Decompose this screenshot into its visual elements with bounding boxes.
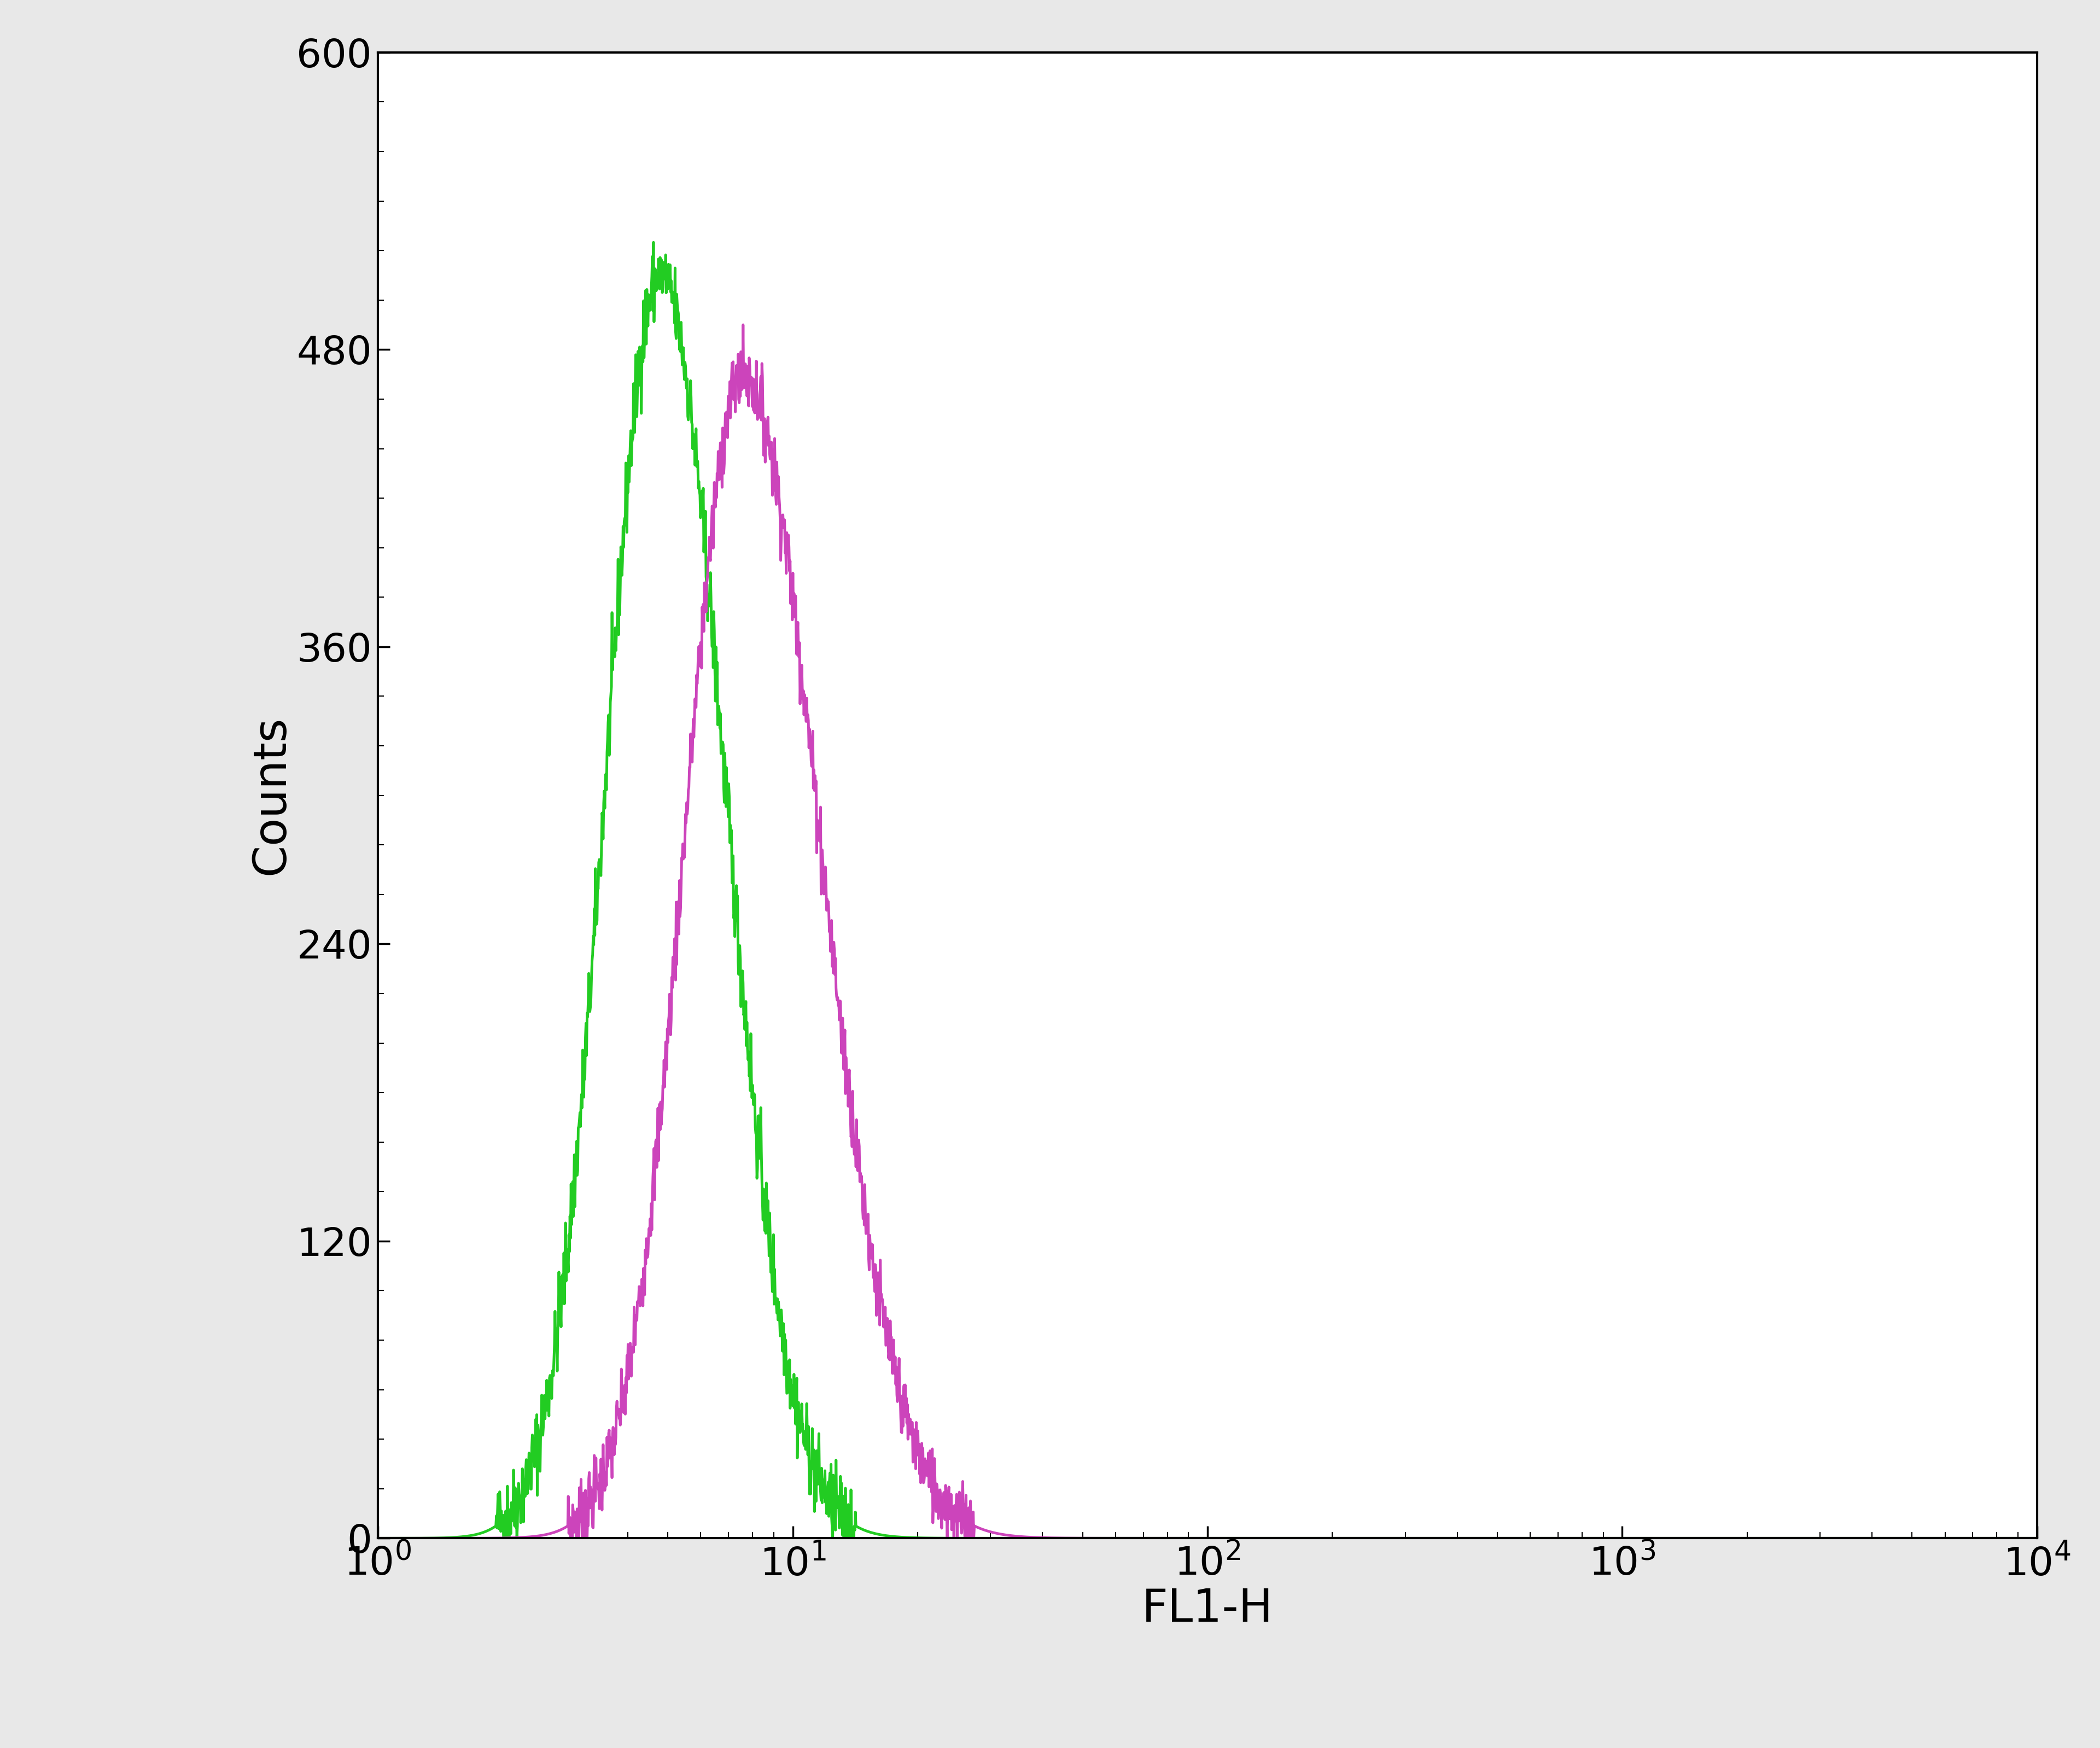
X-axis label: FL1-H: FL1-H <box>1142 1587 1273 1631</box>
Y-axis label: Counts: Counts <box>250 715 294 876</box>
